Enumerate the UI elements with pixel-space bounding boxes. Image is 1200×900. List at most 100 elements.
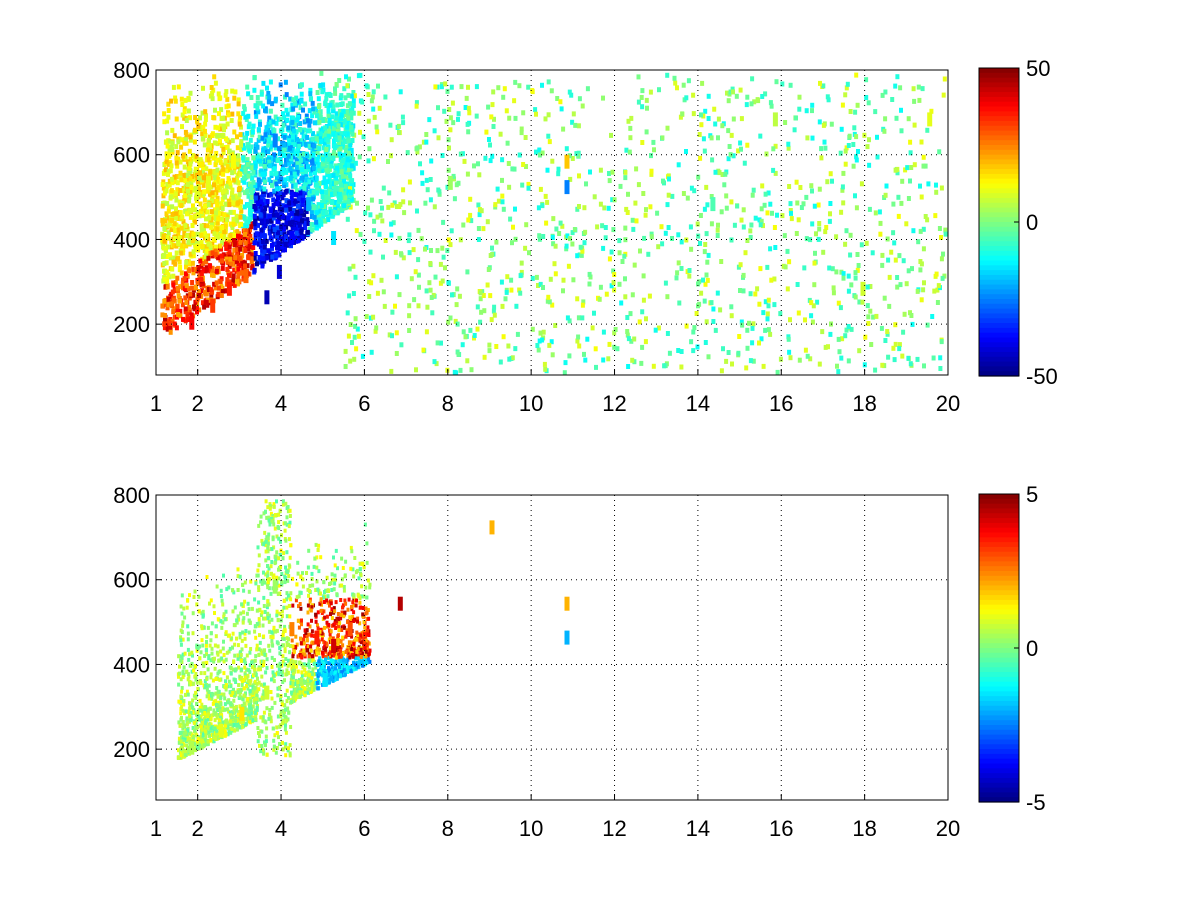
heatmap-cell [225,238,230,244]
heatmap-cell [314,113,319,119]
heatmap-cell [329,160,334,166]
heatmap-cell [186,239,191,245]
heatmap-cell [458,151,463,157]
heatmap-cell [921,154,926,160]
heatmap-cell [169,301,174,307]
heatmap-cell [231,221,236,227]
heatmap-cell [183,155,188,161]
heatmap-cell [176,293,181,299]
heatmap-cell [740,322,745,328]
heatmap-cell [328,125,333,131]
heatmap-cell [317,168,322,174]
heatmap-cell [252,255,257,261]
heatmap-cell [715,227,720,233]
heatmap-cell [162,119,167,125]
heatmap-cell [343,112,348,117]
heatmap-cell [283,205,288,211]
heatmap-cell [171,259,176,265]
heatmap-cell [168,317,173,322]
heatmap-cell [242,204,247,210]
heatmap-cell [445,88,450,94]
heatmap-cell [166,161,171,167]
heatmap-cell [297,166,302,172]
heatmap-cell [612,272,617,277]
heatmap-cell [536,283,540,288]
heatmap-cell [190,238,195,244]
heatmap-cell [302,185,307,191]
colorbar-step [979,130,1019,136]
heatmap-cell [165,154,170,160]
heatmap-cell [247,121,252,127]
heatmap-cell [165,278,170,284]
heatmap-cell [680,111,685,117]
heatmap-cell [291,225,296,231]
heatmap-cell [474,113,479,119]
heatmap-cell [289,211,294,216]
heatmap-cell [311,189,316,195]
heatmap-cell [209,184,214,190]
heatmap-cell [543,116,548,122]
heatmap-cell [314,225,319,231]
heatmap-cell [908,139,913,145]
colorbar-step [979,77,1019,84]
heatmap-cell [168,326,173,331]
colorbar-step [979,342,1019,348]
heatmap-cell [243,263,247,269]
heatmap-cell [184,300,189,305]
heatmap-cell [424,288,429,294]
heatmap-cell [186,631,190,636]
heatmap-cell [242,106,247,112]
heatmap-cell [218,179,223,185]
heatmap-cell [598,284,603,290]
heatmap-cell [236,200,241,206]
heatmap-cell [351,156,356,162]
heatmap-cell [625,329,630,334]
heatmap-cell [346,162,351,168]
x-tick-label: 8 [442,391,454,416]
heatmap-cell [268,629,272,634]
heatmap-cell [231,273,236,279]
heatmap-cell [191,231,196,237]
heatmap-cell [446,237,451,243]
heatmap-cell [848,109,853,114]
heatmap-cell [291,97,296,103]
heatmap-cell [231,200,236,206]
heatmap-cell [400,114,405,120]
heatmap-cell [176,227,181,233]
heatmap-cell [898,282,903,288]
heatmap-cell [195,648,199,653]
heatmap-cell [197,273,202,279]
heatmap-cell [164,275,169,281]
heatmap-cell [472,333,477,338]
heatmap-cell [319,221,324,227]
heatmap-cell [174,197,179,203]
heatmap-cell [209,293,214,299]
heatmap-cell [186,624,190,629]
heatmap-cell [342,86,347,92]
heatmap-cell [367,146,372,152]
heatmap-cell [425,187,430,193]
heatmap-cell [389,232,394,238]
heatmap-cell [252,213,257,219]
heatmap-cell [337,168,342,174]
heatmap-cell [195,602,199,607]
heatmap-cell [231,177,236,183]
heatmap-cell [817,226,822,232]
heatmap-cell [287,537,291,542]
heatmap-cell [351,90,356,95]
heatmap-cell [393,303,397,309]
heatmap-cell [713,121,718,127]
heatmap-cell [530,326,535,332]
heatmap-cell [282,146,287,152]
heatmap-cell [885,236,890,242]
heatmap-cell [185,159,190,165]
heatmap-cell [195,172,200,178]
heatmap-cell [930,314,935,319]
colorbar-step [979,318,1019,324]
heatmap-cell [266,505,270,510]
heatmap-cell [481,226,486,232]
heatmap-cell [166,108,171,113]
heatmap-cell [831,285,836,291]
heatmap-cell [355,326,360,332]
heatmap-cell [176,84,181,90]
